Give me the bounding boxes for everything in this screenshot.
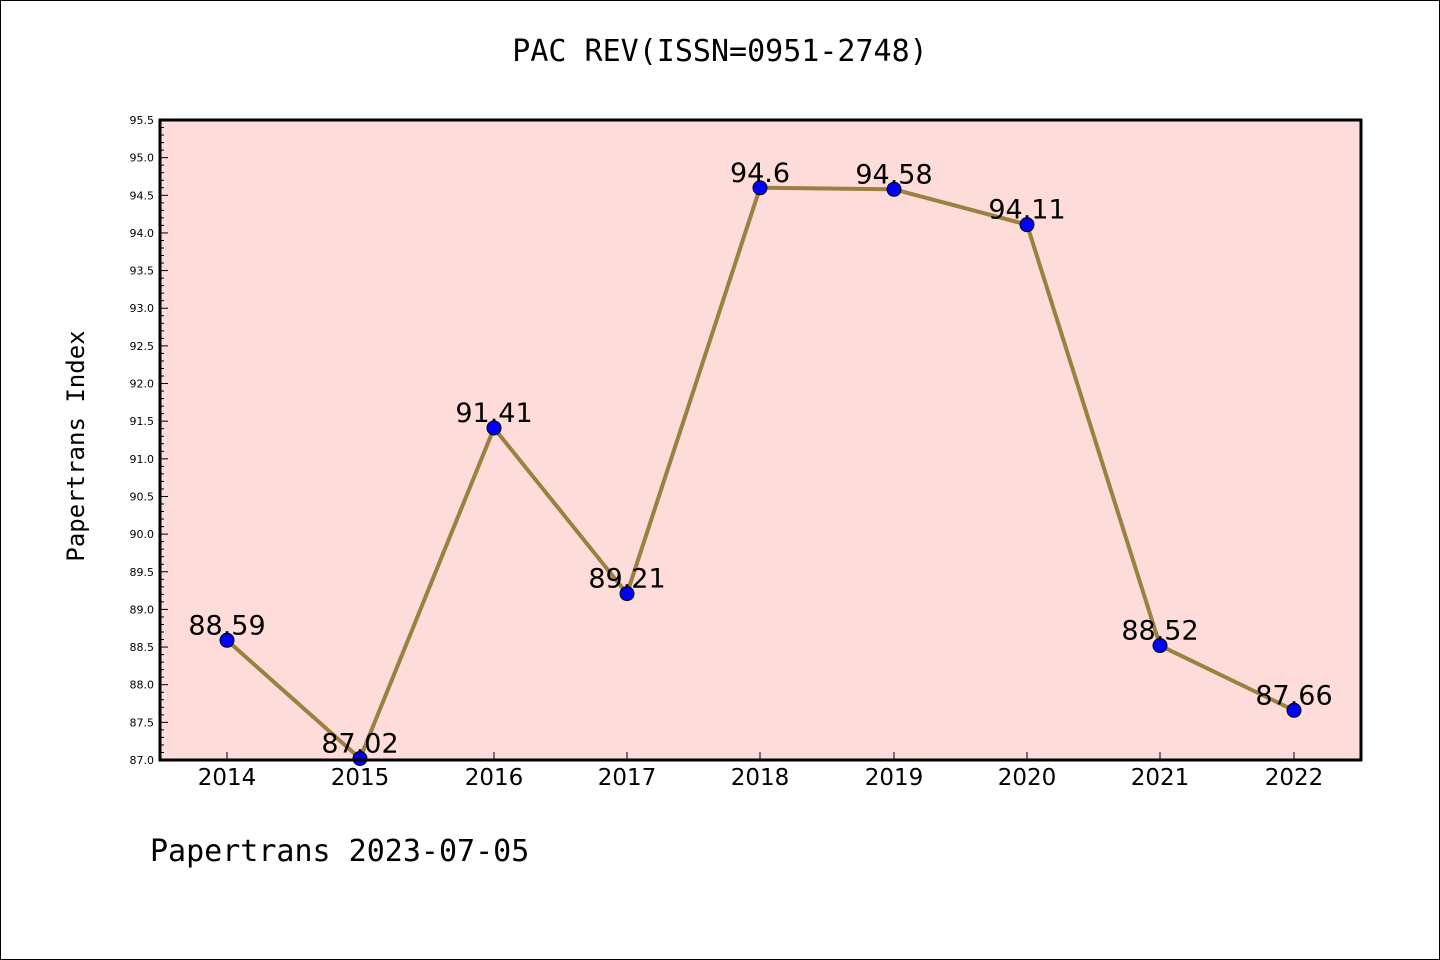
data-point (219, 632, 235, 648)
data-point (352, 750, 368, 766)
x-tick-label: 2021 (1131, 765, 1190, 791)
x-tick-label: 2019 (865, 765, 924, 791)
data-label: 87.02 (321, 728, 398, 759)
data-label: 88.52 (1121, 616, 1198, 647)
data-label: 89.21 (588, 564, 665, 595)
y-tick-label: 88.0 (130, 679, 155, 692)
y-tick-label: 87.5 (130, 716, 155, 729)
data-label: 94.6 (730, 158, 790, 189)
x-tick-label: 2018 (731, 765, 790, 791)
plot-area (160, 120, 1361, 760)
x-tick-label: 2015 (331, 765, 390, 791)
x-tick-label: 2022 (1265, 765, 1324, 791)
data-label: 88.59 (188, 610, 265, 641)
data-label: 87.66 (1255, 680, 1332, 711)
data-point (1019, 217, 1035, 233)
y-tick-label: 94.5 (130, 189, 155, 202)
y-tick-label: 91.5 (130, 415, 155, 428)
y-tick-label: 93.0 (130, 302, 155, 315)
footer-text: Papertrans 2023-07-05 (150, 834, 530, 869)
x-tick-label: 2020 (998, 765, 1057, 791)
y-tick-label: 90.0 (130, 528, 155, 541)
data-point (752, 180, 768, 196)
y-tick-label: 95.5 (130, 114, 155, 127)
y-tick-label: 89.5 (130, 566, 155, 579)
data-label: 91.41 (455, 398, 532, 429)
data-label: 94.58 (855, 159, 932, 190)
y-tick-label: 91.0 (130, 453, 155, 466)
y-tick-label: 92.5 (130, 340, 155, 353)
data-point (886, 181, 902, 197)
x-tick-label: 2016 (465, 765, 524, 791)
x-axis: 2014 2015 2016 2017 2018 2019 2020 2021 2022 (198, 752, 1324, 791)
y-tick-label: 90.5 (130, 490, 155, 503)
plot-border (158, 118, 1363, 762)
chart-title: PAC REV(ISSN=0951-2748) (512, 34, 928, 69)
y-tick-label: 89.0 (130, 603, 155, 616)
y-tick-label: 87.0 (130, 754, 155, 767)
data-point (1152, 638, 1168, 654)
data-point (1286, 702, 1302, 718)
y-tick-label: 95.0 (130, 152, 155, 165)
data-point (619, 586, 635, 602)
y-tick-label: 94.0 (130, 227, 155, 240)
y-tick-label: 88.5 (130, 641, 155, 654)
data-label: 94.11 (988, 195, 1065, 226)
data-labels: 88.59 87.02 91.41 89.21 94.6 94.58 94.11 88.52 8… (188, 158, 1332, 760)
x-tick-label: 2017 (598, 765, 657, 791)
y-axis: 87.0 87.5 88.0 88.5 89.0 89.5 90.0 90.5 91.0 91.5… (130, 114, 168, 767)
y-tick-label: 92.0 (130, 378, 155, 391)
data-markers (219, 180, 1302, 766)
data-point (486, 420, 502, 436)
y-tick-label: 93.5 (130, 265, 155, 278)
x-tick-label: 2014 (198, 765, 257, 791)
